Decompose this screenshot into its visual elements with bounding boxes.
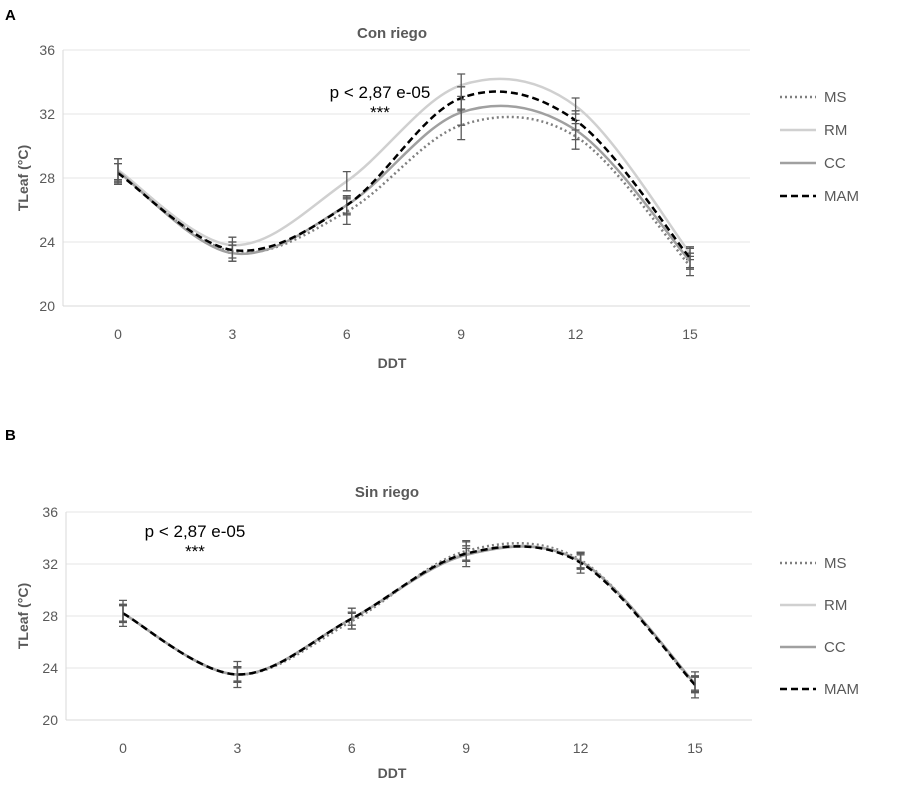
error-bar-mam [691, 671, 699, 699]
x-tick-label: 3 [234, 740, 242, 756]
panel-label: A [5, 7, 16, 24]
x-axis-label: DDT [378, 355, 407, 371]
series-line-ms [122, 542, 696, 686]
y-axis-label: TLeaf (°C) [15, 583, 31, 649]
legend-label-cc: CC [824, 639, 846, 656]
error-bar-mam [228, 241, 237, 259]
x-tick-label: 0 [119, 740, 127, 756]
significance-stars: *** [370, 103, 390, 122]
y-tick-label: 32 [42, 556, 58, 572]
x-tick-label: 12 [573, 740, 589, 756]
error-bar-mam [576, 551, 585, 574]
x-tick-label: 6 [343, 326, 351, 342]
y-tick-label: 24 [39, 234, 55, 250]
legend-label-cc: CC [824, 155, 846, 172]
p-value-annotation: p < 2,87 e-05 [330, 83, 431, 102]
x-tick-label: 3 [229, 326, 237, 342]
chart-title: Con riego [357, 25, 427, 42]
series-line-cc [117, 104, 691, 263]
legend-label-rm: RM [824, 597, 847, 614]
legend-label-ms: MS [824, 555, 847, 572]
error-bar-mam [457, 86, 466, 110]
x-tick-label: 15 [687, 740, 703, 756]
error-bar-mam [347, 607, 356, 630]
y-tick-label: 20 [39, 298, 55, 314]
x-tick-label: 0 [114, 326, 122, 342]
y-tick-label: 28 [39, 170, 55, 186]
series-line-cc [122, 545, 696, 685]
legend-label-ms: MS [824, 89, 847, 106]
y-axis-label: TLeaf (°C) [15, 145, 31, 211]
series-line-rm [122, 544, 696, 685]
x-tick-label: 12 [568, 326, 584, 342]
error-bar-mam [342, 194, 351, 216]
error-bar-mam [571, 110, 580, 131]
panel-label: B [5, 427, 16, 444]
legend-label-mam: MAM [824, 188, 859, 205]
x-tick-label: 9 [457, 326, 465, 342]
significance-stars: *** [185, 542, 205, 561]
series-line-ms [117, 115, 691, 267]
error-bar-mam [119, 599, 127, 628]
p-value-annotation: p < 2,87 e-05 [145, 522, 246, 541]
y-tick-label: 36 [39, 42, 55, 58]
series-line-rm [117, 77, 691, 254]
x-axis-label: DDT [378, 765, 407, 781]
y-tick-label: 24 [42, 660, 58, 676]
error-bar-mam [462, 539, 471, 568]
legend-label-rm: RM [824, 122, 847, 139]
x-tick-label: 9 [462, 740, 470, 756]
y-tick-label: 28 [42, 608, 58, 624]
chart-title: Sin riego [355, 484, 419, 501]
y-tick-label: 36 [42, 504, 58, 520]
error-bar-rm [342, 170, 351, 192]
error-bar-mam [114, 162, 122, 184]
x-tick-label: 6 [348, 740, 356, 756]
error-bar-mam [686, 247, 694, 269]
legend-label-mam: MAM [824, 681, 859, 698]
series-line-mam [122, 545, 696, 686]
y-tick-label: 32 [39, 106, 55, 122]
y-tick-label: 20 [42, 712, 58, 728]
x-tick-label: 15 [682, 326, 698, 342]
error-bar-mam [233, 660, 242, 689]
series-line-mam [117, 90, 691, 259]
